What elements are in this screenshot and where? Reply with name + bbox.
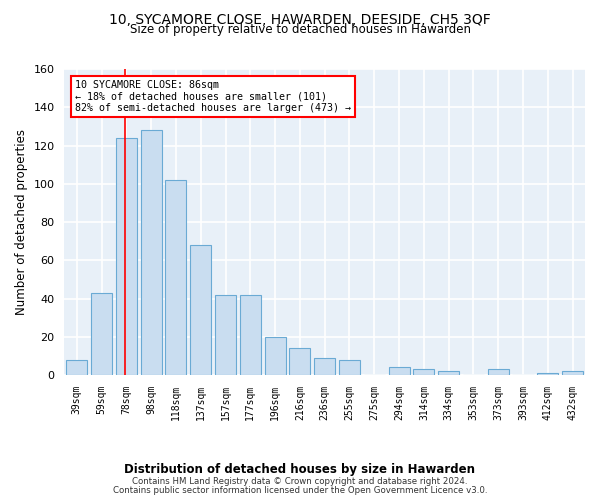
Bar [562,371,583,375]
Bar [438,371,459,375]
Bar [488,370,509,375]
Bar [314,358,335,375]
Text: Contains HM Land Registry data © Crown copyright and database right 2024.: Contains HM Land Registry data © Crown c… [132,477,468,486]
Bar [140,130,162,375]
Text: 10 SYCAMORE CLOSE: 86sqm
← 18% of detached houses are smaller (101)
82% of semi-: 10 SYCAMORE CLOSE: 86sqm ← 18% of detach… [75,80,351,113]
Text: 10, SYCAMORE CLOSE, HAWARDEN, DEESIDE, CH5 3QF: 10, SYCAMORE CLOSE, HAWARDEN, DEESIDE, C… [109,12,491,26]
Bar [166,180,187,375]
Bar [389,368,410,375]
Bar [265,337,286,375]
Bar [116,138,137,375]
Bar [289,348,310,375]
Bar [240,294,261,375]
Bar [190,245,211,375]
Y-axis label: Number of detached properties: Number of detached properties [15,129,28,315]
Bar [413,370,434,375]
Bar [339,360,360,375]
Bar [537,373,559,375]
Text: Size of property relative to detached houses in Hawarden: Size of property relative to detached ho… [130,22,470,36]
Text: Distribution of detached houses by size in Hawarden: Distribution of detached houses by size … [125,462,476,475]
Text: Contains public sector information licensed under the Open Government Licence v3: Contains public sector information licen… [113,486,487,495]
Bar [91,293,112,375]
Bar [66,360,88,375]
Bar [215,294,236,375]
